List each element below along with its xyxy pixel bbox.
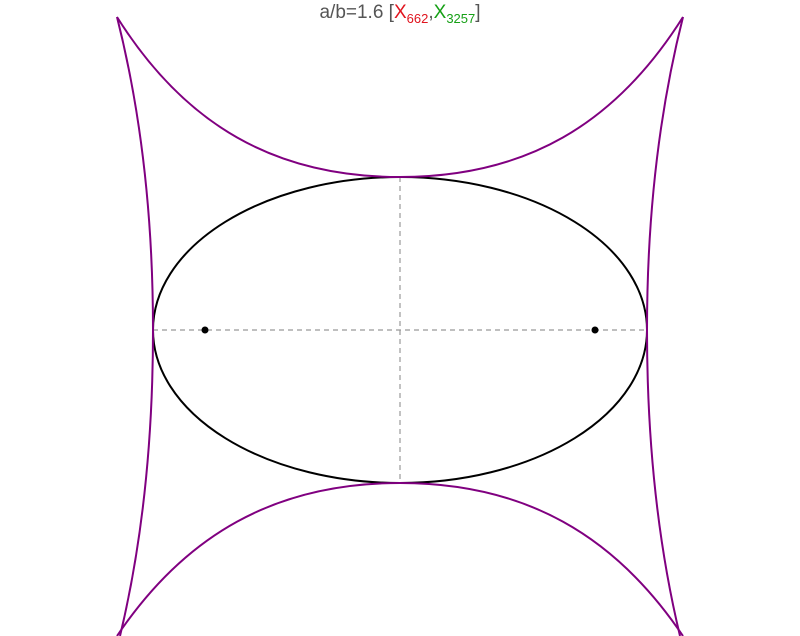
top-arc: [116, 16, 684, 179]
bottom-arc: [116, 481, 684, 636]
title-prefix: a/b=1.6 [: [319, 2, 394, 23]
label-x662-sub: 662: [406, 11, 429, 26]
diagram-title: a/b=1.6 [X662,X3257]: [0, 2, 800, 26]
label-x3257: X: [433, 2, 447, 23]
focus-right: [591, 326, 599, 334]
title-sep: ,: [428, 2, 434, 23]
left-cusp-curve: [116, 16, 155, 636]
label-x3257-sub: 3257: [446, 11, 476, 26]
title-suffix: ]: [475, 2, 481, 23]
focus-left: [201, 326, 209, 334]
right-cusp-curve: [645, 16, 684, 636]
label-x662: X: [393, 2, 407, 23]
